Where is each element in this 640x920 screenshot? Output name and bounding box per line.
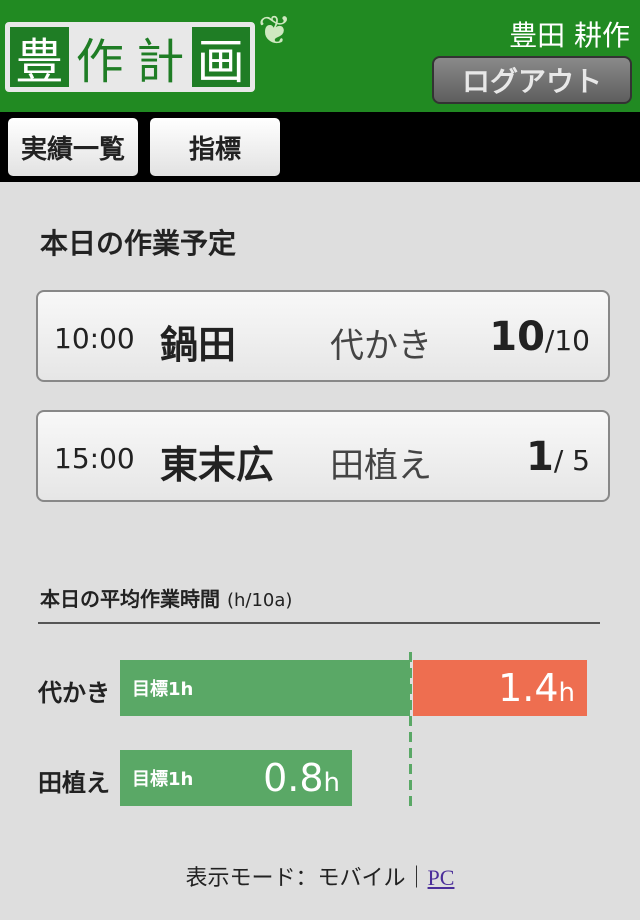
chart-title: 本日の平均作業時間 (h/10a) [40,587,293,611]
task-field: 東末広 [160,443,275,487]
wheat-icon: ❦ [258,8,292,54]
footer: 表示モード：モバイル｜PC [0,860,640,892]
pc-mode-link[interactable]: PC [427,865,455,890]
logo-char: 画 [191,27,250,90]
task-field: 鍋田 [160,323,237,367]
bar-within-target: 目標1h [120,660,410,716]
logo[interactable]: 豊 作 計 画 [5,22,255,92]
task-card[interactable]: 15:00 東末広 田植え 1/ 5 [36,410,610,502]
nav-results-button[interactable]: 実績一覧 [8,118,138,176]
value-label: 1.4h [498,666,575,710]
schedule-title: 本日の作業予定 [40,227,237,260]
category-label: 代かき [38,679,110,707]
nav-indicators-button[interactable]: 指標 [150,118,280,176]
task-work: 田植え [330,446,432,486]
header: 豊 作 計 画 ❦ 豊田 耕作 ログアウト [0,0,640,112]
value-label: 0.8h [263,756,340,800]
divider [38,622,600,624]
logo-char: 計 [131,27,190,90]
display-mode-text: 表示モード：モバイル｜ [185,866,428,891]
task-count: 1/ 5 [526,434,590,480]
target-label: 目標1h [132,679,194,700]
target-label: 目標1h [132,769,194,790]
task-card[interactable]: 10:00 鍋田 代かき 10/10 [36,290,610,382]
category-label: 田植え [38,769,110,797]
logo-char: 豊 [10,27,69,90]
logout-button[interactable]: ログアウト [432,56,632,104]
user-name: 豊田 耕作 [509,19,630,52]
task-time: 10:00 [54,322,135,355]
bar-within-target: 目標1h 0.8h [120,750,352,806]
target-line [409,652,412,812]
task-time: 15:00 [54,442,135,475]
bar-over-target: 1.4h [413,660,587,716]
nav-bar: 実績一覧 指標 [0,112,640,182]
task-work: 代かき [330,326,432,366]
task-count: 10/10 [489,314,590,360]
logo-char: 作 [70,27,129,90]
